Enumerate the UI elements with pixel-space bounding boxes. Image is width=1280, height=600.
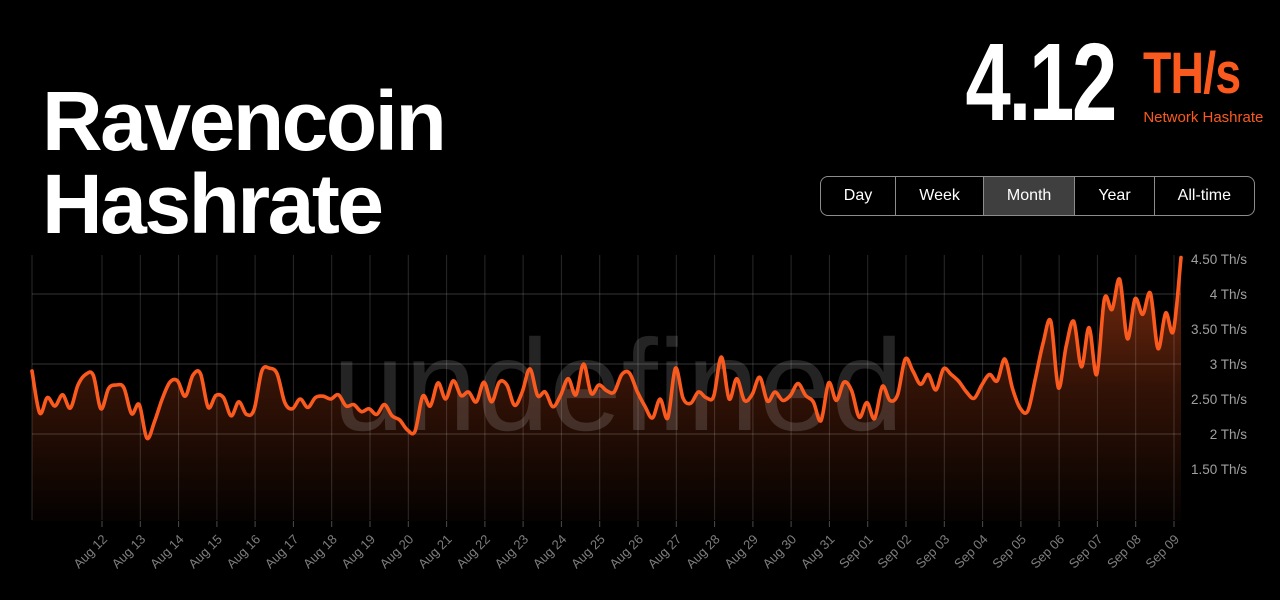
svg-text:Aug 25: Aug 25: [568, 532, 608, 572]
svg-text:Aug 18: Aug 18: [300, 532, 340, 572]
tab-year[interactable]: Year: [1074, 177, 1153, 215]
tab-month[interactable]: Month: [982, 177, 1075, 215]
svg-text:Aug 22: Aug 22: [453, 532, 493, 572]
tab-week[interactable]: Week: [895, 177, 983, 215]
area-fill: [32, 257, 1181, 521]
svg-text:Sep 02: Sep 02: [874, 532, 914, 572]
svg-text:Aug 31: Aug 31: [798, 532, 838, 572]
svg-text:1.50 Th/s: 1.50 Th/s: [1191, 462, 1247, 477]
svg-text:2 Th/s: 2 Th/s: [1210, 427, 1248, 442]
svg-text:Aug 23: Aug 23: [491, 532, 531, 572]
svg-text:3.50 Th/s: 3.50 Th/s: [1191, 322, 1247, 337]
vertical-gridlines: [31, 255, 1175, 520]
svg-text:Aug 17: Aug 17: [262, 532, 302, 572]
hashrate-unit-column: TH/s Network Hashrate: [1143, 28, 1265, 127]
svg-text:Aug 14: Aug 14: [147, 532, 187, 572]
horizontal-gridlines: [32, 293, 1181, 435]
page-title: Ravencoin Hashrate: [42, 74, 447, 252]
svg-text:Aug 13: Aug 13: [109, 532, 149, 572]
y-axis-labels: 4.50 Th/s 4 Th/s 3.50 Th/s 3 Th/s 2.50 Th/s 2…: [1191, 252, 1247, 477]
hashrate-unit: TH/s: [1143, 41, 1241, 106]
page-title-line1: Ravencoin: [42, 74, 447, 169]
svg-text:Aug 21: Aug 21: [415, 532, 455, 572]
network-hashrate-stat: 4.12 TH/s Network Hashrate: [913, 28, 1265, 138]
svg-text:Aug 28: Aug 28: [683, 532, 723, 572]
svg-text:Aug 15: Aug 15: [185, 532, 225, 572]
svg-text:Aug 30: Aug 30: [759, 532, 799, 572]
hashrate-caption: Network Hashrate: [1143, 109, 1264, 126]
tab-day[interactable]: Day: [821, 177, 895, 215]
svg-text:Aug 24: Aug 24: [530, 532, 570, 572]
svg-text:3 Th/s: 3 Th/s: [1210, 357, 1248, 372]
hashrate-line: [30, 255, 1183, 441]
tab-all-time[interactable]: All-time: [1153, 177, 1254, 215]
svg-text:Sep 04: Sep 04: [951, 532, 991, 572]
svg-text:Sep 09: Sep 09: [1142, 532, 1182, 572]
svg-text:Aug 16: Aug 16: [223, 532, 263, 572]
svg-text:Aug 27: Aug 27: [645, 532, 685, 572]
svg-text:Aug 19: Aug 19: [338, 532, 378, 572]
time-range-tabs: Day Week Month Year All-time: [819, 176, 1255, 216]
svg-text:2.50 Th/s: 2.50 Th/s: [1191, 392, 1247, 407]
svg-text:4 Th/s: 4 Th/s: [1210, 287, 1248, 302]
page-title-line2: Hashrate: [42, 157, 384, 252]
svg-text:4.50 Th/s: 4.50 Th/s: [1191, 252, 1247, 267]
x-axis-ticks: [101, 521, 1175, 527]
svg-text:Sep 03: Sep 03: [913, 532, 953, 572]
svg-text:Sep 07: Sep 07: [1066, 532, 1106, 572]
svg-text:Aug 20: Aug 20: [377, 532, 417, 572]
svg-text:Sep 08: Sep 08: [1104, 532, 1144, 572]
svg-text:Aug 29: Aug 29: [721, 532, 761, 572]
hashrate-value: 4.12: [965, 21, 1118, 144]
svg-text:Sep 06: Sep 06: [1027, 532, 1067, 572]
svg-text:Aug 12: Aug 12: [70, 532, 110, 572]
svg-text:Aug 26: Aug 26: [606, 532, 646, 572]
svg-text:Sep 01: Sep 01: [836, 532, 876, 572]
svg-text:Sep 05: Sep 05: [989, 532, 1029, 572]
